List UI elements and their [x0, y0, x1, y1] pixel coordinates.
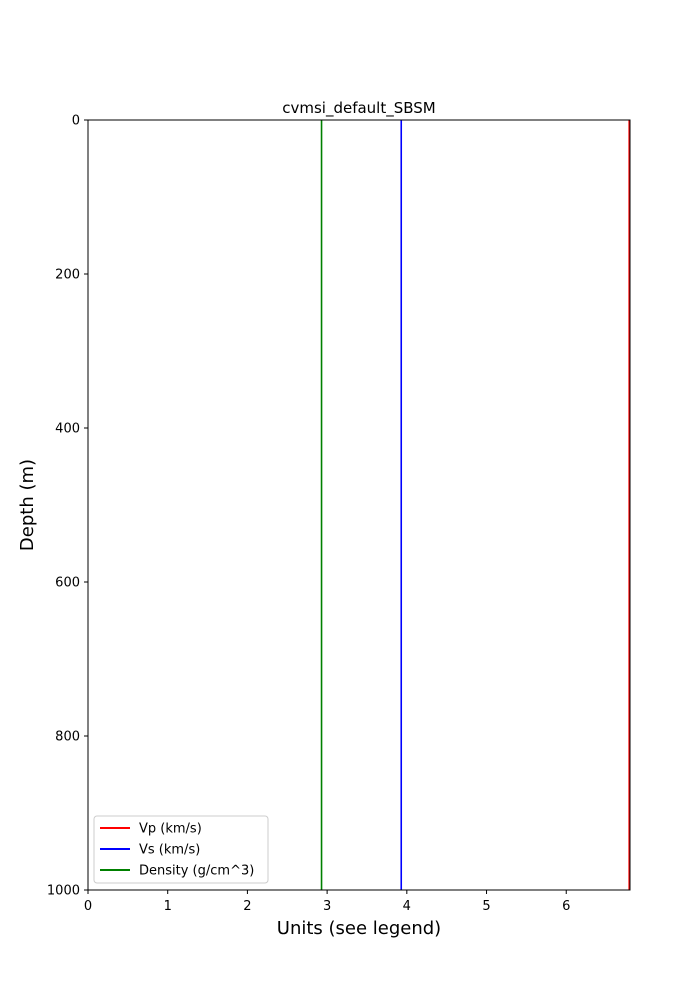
plot-area: 0 1 2 3 4 5 6 0 200 400 600 800 1000 Vp (km/s) Vs (km/… — [47, 114, 631, 914]
chart-title: cvmsi_default_SBSM — [282, 99, 436, 118]
y-tick-label: 800 — [55, 730, 80, 745]
y-tick-label: 400 — [55, 422, 80, 437]
x-tick-label: 5 — [482, 899, 490, 914]
plot-frame — [87, 119, 631, 891]
y-tick-label: 600 — [55, 576, 80, 591]
x-tick-label: 1 — [164, 899, 172, 914]
legend-label-2: Density (g/cm^3) — [139, 864, 254, 879]
y-tick-label: 1000 — [47, 884, 80, 899]
x-tick-label: 2 — [243, 899, 251, 914]
x-tick-label: 4 — [403, 899, 411, 914]
legend-label-0: Vp (km/s) — [139, 822, 202, 837]
y-tick-label: 0 — [72, 114, 80, 129]
legend-box — [93, 815, 269, 884]
x-tick-label: 6 — [562, 899, 570, 914]
legend: Vp (km/s) Vs (km/s) Density (g/cm^3) — [93, 815, 269, 884]
x-tick-label: 3 — [323, 899, 331, 914]
x-tick-label: 0 — [84, 899, 92, 914]
y-tick-label: 200 — [55, 268, 80, 283]
x-axis-label: Units (see legend) — [277, 918, 441, 939]
legend-label-1: Vs (km/s) — [139, 843, 200, 858]
y-axis-label: Depth (m) — [17, 459, 38, 551]
